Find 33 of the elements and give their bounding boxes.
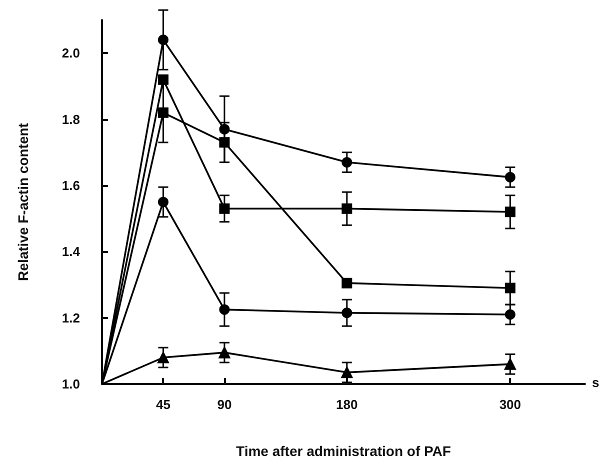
- point: [504, 282, 516, 294]
- point: [504, 172, 516, 182]
- point: [219, 203, 230, 214]
- point: [158, 107, 168, 118]
- point: [342, 203, 352, 214]
- x-axis-title: Time after administration of PAF: [236, 443, 452, 459]
- x-tick-label: 300: [499, 397, 522, 412]
- x-tick-label: 45: [156, 397, 170, 412]
- point: [504, 358, 516, 370]
- point: [219, 124, 230, 134]
- point: [342, 157, 352, 168]
- y-tick-label: 1.4: [62, 244, 81, 260]
- point: [218, 346, 230, 358]
- point: [219, 137, 230, 148]
- point: [158, 34, 168, 46]
- y-tick-label: 1.6: [62, 178, 80, 193]
- point: [158, 196, 168, 208]
- point: [157, 352, 169, 364]
- point: [504, 309, 516, 320]
- y-tick-label: 1.0: [62, 376, 80, 392]
- x-tick-label: 90: [217, 397, 232, 412]
- point: [219, 304, 230, 315]
- y-tick-label: 1.8: [62, 112, 80, 127]
- text: s: [592, 375, 600, 390]
- point: [342, 308, 352, 318]
- y-tick-label: 2.0: [62, 46, 80, 61]
- y-tick-label: 1.2: [62, 310, 80, 326]
- point: [504, 206, 516, 218]
- point: [158, 74, 168, 85]
- point: [341, 366, 353, 378]
- y-axis-title: Relative F-actin content: [15, 122, 31, 281]
- point: [342, 278, 352, 288]
- x-tick-label: 180: [336, 397, 358, 412]
